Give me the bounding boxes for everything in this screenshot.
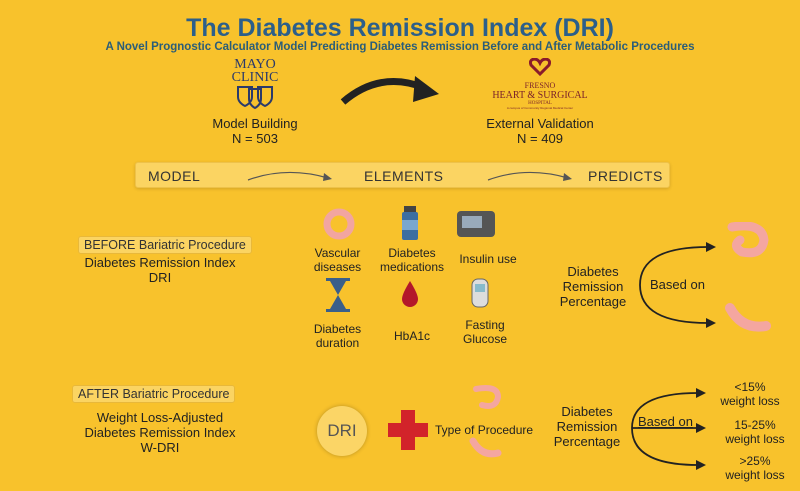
before-based-on: Based on [650,277,705,292]
bypass-stomach-icon [473,385,502,409]
fresno-hospital-logo: FRESNO HEART & SURGICAL HOSPITAL A campu… [470,57,610,110]
dri-label: Diabetes Remission Index DRI [84,255,236,285]
blood-drop-icon [402,281,418,307]
plus-icon [388,410,428,450]
mayo-shields-icon [237,86,273,110]
after-tag: AFTER Bariatric Procedure [72,385,236,403]
element-duration: Diabetes duration [313,322,362,350]
vascular-icon [323,208,355,240]
band-elements: ELEMENTS [364,168,444,184]
page-title: The Diabetes Remission Index (DRI) [186,14,614,42]
band-arrow-icon [247,171,332,181]
band-arrow-icon [487,171,572,181]
hourglass-icon [326,278,350,312]
band-predicts: PREDICTS [588,168,663,184]
after-branch-arrows [631,388,706,470]
bin-over-25: >25% weight loss [725,454,785,482]
sleeve-stomach-icon [469,437,502,458]
sleeve-stomach-icon [725,303,771,332]
after-based-on: Based on [638,414,693,429]
bin-under-15: <15% weight loss [720,380,780,408]
element-hba1c: HbA1c [393,329,431,343]
mayo-clinic-logo: MAYO CLINIC [225,58,285,115]
wdri-label: Weight Loss-Adjusted Diabetes Remission I… [84,410,236,455]
heart-logo-icon [528,57,552,77]
element-insulin: Insulin use [459,252,517,266]
bypass-stomach-icon [727,222,769,258]
model-building-label: Model Building N = 503 [212,116,298,146]
bin-15-25: 15-25% weight loss [725,418,785,446]
element-medications: Diabetes medications [379,246,445,274]
before-tag: BEFORE Bariatric Procedure [78,236,252,254]
after-outcome: Diabetes Remission Percentage [553,404,621,449]
element-fasting-glucose: Fasting Glucose [462,318,508,346]
glucose-meter-icon [471,278,489,308]
insulin-pump-icon [457,211,495,237]
dri-circle: DRI [317,406,367,456]
element-vascular: Vascular diseases [313,246,362,274]
page-subtitle: A Novel Prognostic Calculator Model Pred… [105,41,695,53]
before-outcome: Diabetes Remission Percentage [559,264,627,309]
band-model: MODEL [148,168,201,184]
external-validation-label: External Validation N = 409 [486,116,594,146]
procedure-type-label: Type of Procedure [435,423,534,437]
model-elements-predicts-band: MODEL ELEMENTS PREDICTS [135,162,670,188]
before-branch-arrows [639,242,716,328]
medication-vial-icon [402,206,418,240]
curved-arrow-icon [340,76,439,105]
